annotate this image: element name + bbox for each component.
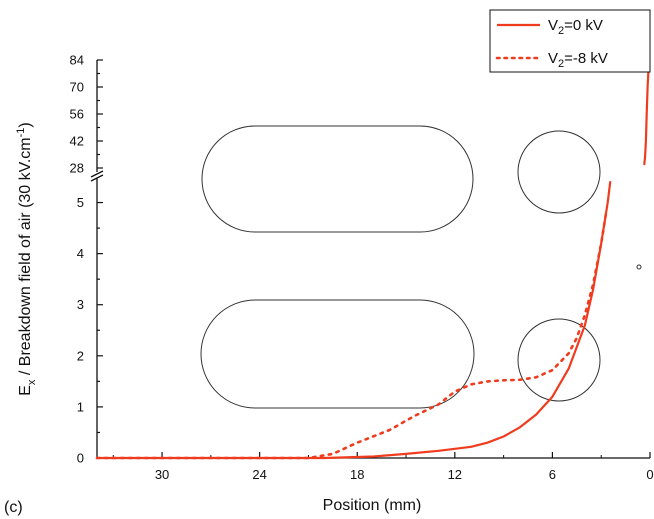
y-tick-label: 1 [77,399,84,414]
electrode-upper-right [517,130,601,214]
axis-break-mark-2 [90,174,104,182]
series-line-1 [95,181,612,460]
y-tick-label: 3 [77,297,84,312]
y-tick-label: 0 [77,451,84,466]
y-tick-label: 84 [70,53,84,68]
series-layer [95,70,650,460]
x-tick-label: 0 [646,467,653,482]
series-line-2 [95,211,608,460]
x-axis-label: Position (mm) [323,497,422,514]
electrode-lower-left [200,299,475,409]
x-tick-label: 18 [350,467,364,482]
electrode-upper-left [201,125,474,233]
y-tick-label: 28 [70,161,84,176]
small-marker [636,264,642,270]
panel-label: (c) [4,499,23,516]
x-tick-label: 24 [252,467,266,482]
y-axis-label: Ex / Breakdown field of air (30 kV.cm-1) [15,122,38,395]
legend-label-1: V2=0 kV [548,17,603,37]
axis-break-mark-1 [90,170,104,178]
legend-box [489,9,651,73]
x-tick-label: 30 [155,467,169,482]
y-axis-label-rest: / Breakdown field of air (30 kV.cm [17,137,34,379]
y-axis-label-main: E [17,385,34,396]
y-tick-label: 4 [77,246,84,261]
electrode-shapes [200,125,642,409]
legend-label-2: V2=-8 kV [548,50,608,70]
series-line-1 [643,70,650,166]
axes [90,60,650,459]
y-axis-label-sup: -1 [15,128,27,138]
y-tick-label: 2 [77,348,84,363]
x-tick-label: 12 [448,467,462,482]
electrode-lower-right [517,318,601,402]
y-axis-label-close: ) [17,122,34,127]
y-tick-label: 5 [77,195,84,210]
x-tick-label: 6 [549,467,556,482]
y-tick-label: 56 [70,107,84,122]
y-ticks: 0 1 2 3 4 5 28 42 56 70 84 [70,53,103,466]
y-axis-label-sub: x [26,379,38,385]
legend: V2=0 kV V2=-8 kV [489,9,651,73]
y-tick-label: 42 [70,134,84,149]
y-tick-label: 70 [70,80,84,95]
